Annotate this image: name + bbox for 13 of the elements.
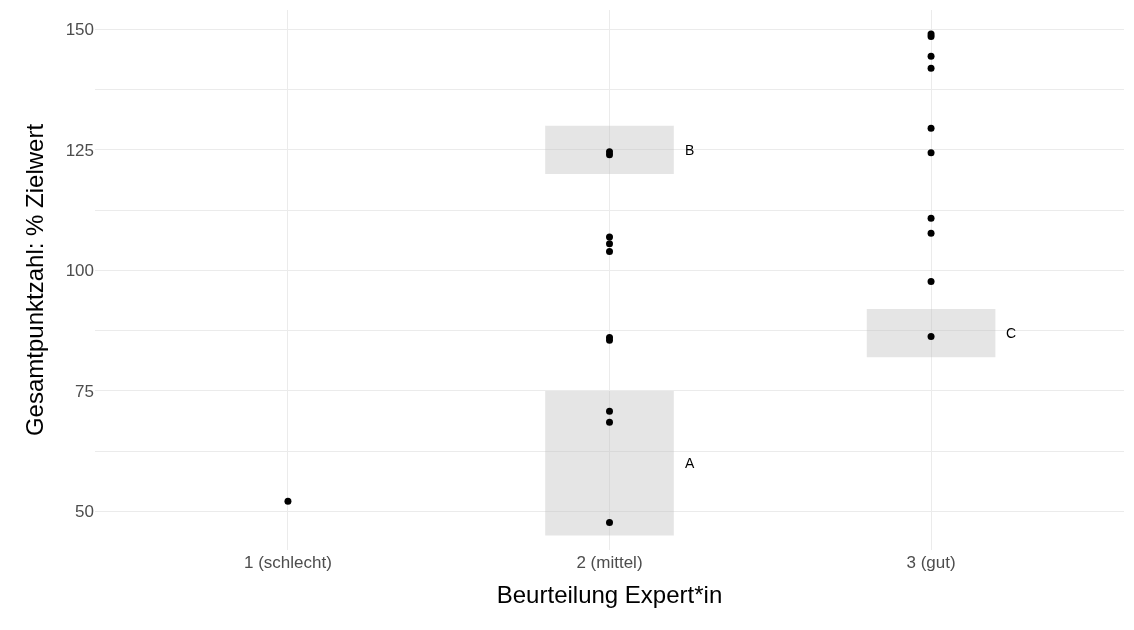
x-tick-label: 1 (schlecht) (244, 553, 332, 572)
y-tick-label: 125 (65, 140, 94, 160)
annotation: A (685, 455, 695, 471)
y-tick-label: 75 (75, 381, 94, 401)
y-axis-title: Gesamtpunktzahl: % Zielwert (20, 123, 48, 437)
x-tick-label: 2 (mittel) (576, 553, 643, 572)
y-tick-label: 100 (65, 261, 94, 281)
y-tick-label: 150 (65, 20, 94, 40)
annotation: C (1006, 325, 1017, 341)
y-tick-label: 50 (75, 502, 94, 522)
x-tick-label: 3 (gut) (906, 553, 956, 572)
x-axis-title: Beurteilung Expert*in (496, 581, 723, 609)
annotation: B (685, 142, 695, 158)
